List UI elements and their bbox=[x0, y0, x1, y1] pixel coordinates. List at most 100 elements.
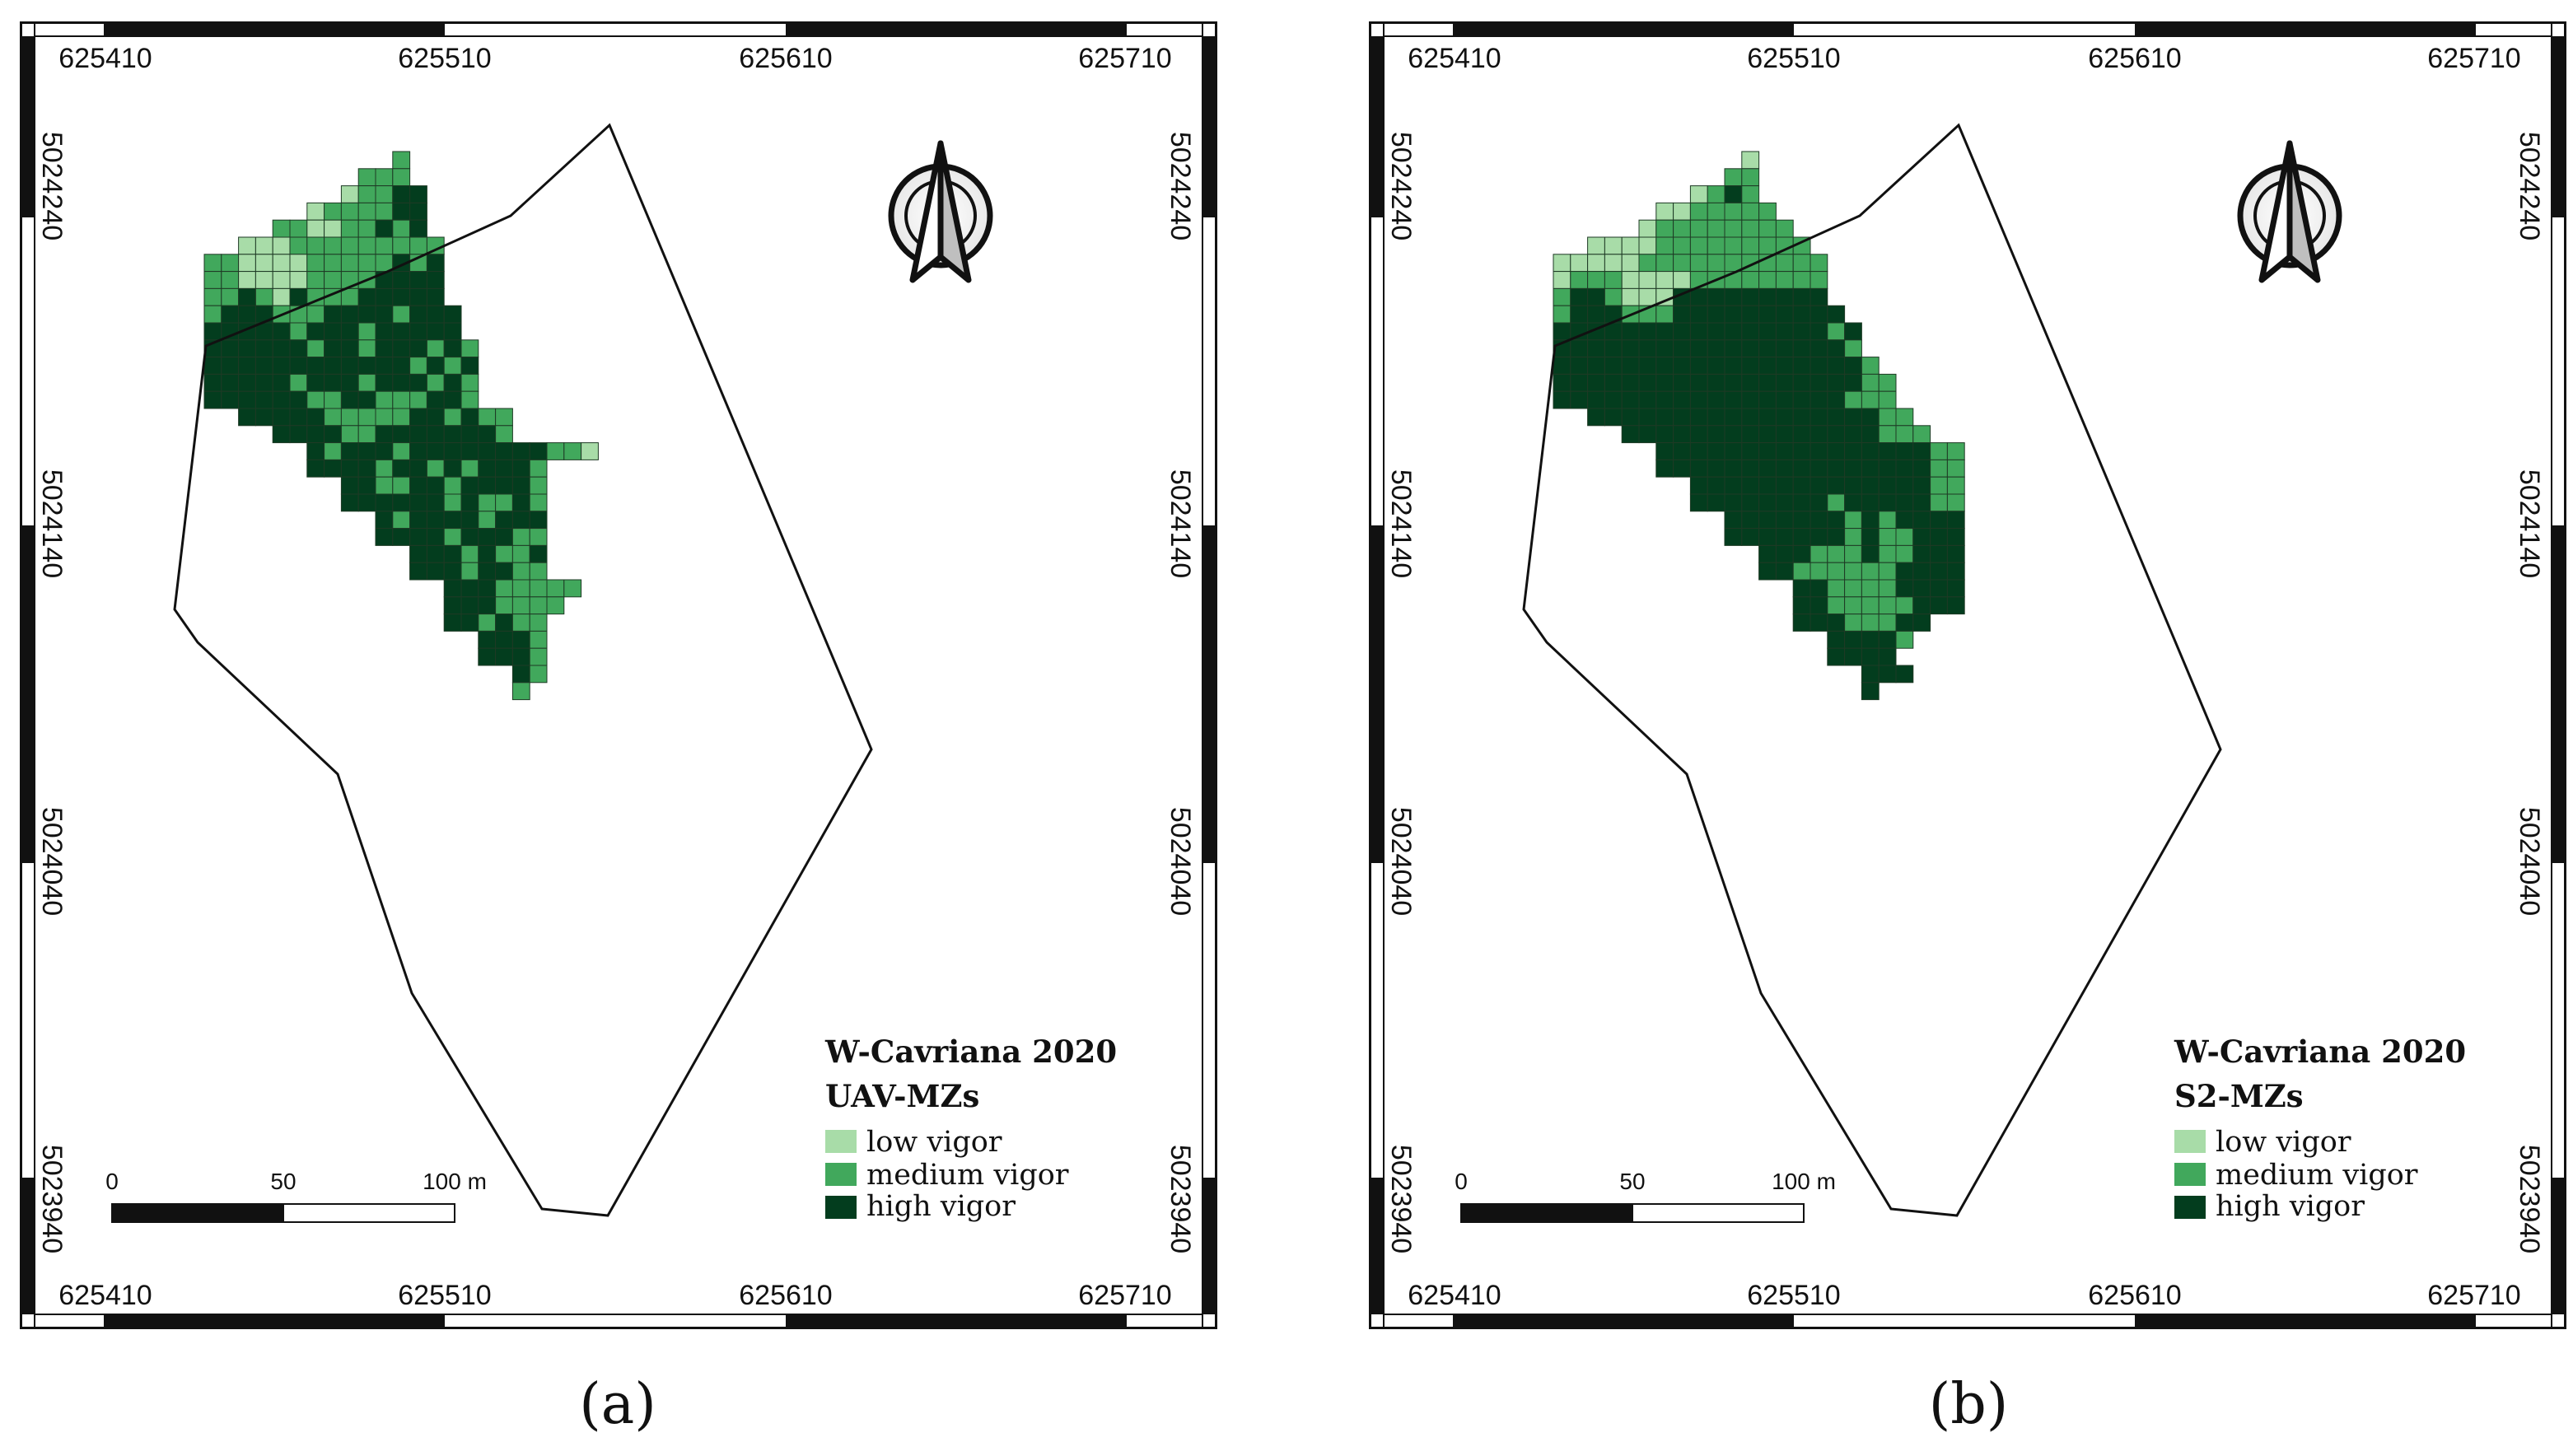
zone-cell-high bbox=[1689, 493, 1708, 512]
zone-cell-high bbox=[460, 408, 479, 427]
zone-cell-high bbox=[1673, 459, 1691, 478]
zone-cell-medium bbox=[1844, 339, 1862, 358]
zone-cell-medium bbox=[529, 630, 548, 649]
zone-cell-high bbox=[1792, 390, 1811, 409]
zone-cell-high bbox=[409, 425, 427, 444]
zone-cell-high bbox=[1689, 442, 1708, 460]
zone-cell-medium bbox=[1724, 168, 1743, 187]
zone-cell-high bbox=[1946, 562, 1965, 581]
zone-cell-medium bbox=[289, 236, 308, 255]
zone-cell-low bbox=[254, 254, 273, 273]
zone-cell-medium bbox=[443, 357, 462, 375]
zone-cell-high bbox=[1655, 425, 1674, 444]
zone-cell-high bbox=[324, 357, 342, 375]
zone-cell-high bbox=[1946, 579, 1965, 598]
zone-cell-medium bbox=[529, 562, 548, 581]
zone-cell-medium bbox=[1930, 459, 1948, 478]
y-tick-label: 5023940 bbox=[1165, 1145, 1196, 1253]
zone-cell-high bbox=[495, 647, 513, 666]
legend-label-high: high vigor bbox=[2216, 1190, 2365, 1223]
zone-cell-high bbox=[1638, 339, 1657, 358]
zone-cell-high bbox=[392, 287, 411, 306]
zone-cell-high bbox=[1810, 493, 1828, 512]
y-tick-label: 5024240 bbox=[36, 132, 68, 240]
zone-cell-medium bbox=[460, 339, 479, 358]
zone-cell-high bbox=[1792, 476, 1811, 495]
zone-cell-high bbox=[1844, 493, 1862, 512]
zone-cell-high bbox=[1861, 682, 1880, 701]
zone-cell-high bbox=[1741, 408, 1760, 427]
zone-cell-high bbox=[409, 287, 427, 306]
zone-cell-high bbox=[409, 511, 427, 530]
zone-cell-medium bbox=[324, 271, 342, 289]
zone-cell-low bbox=[1673, 202, 1691, 221]
zone-cell-high bbox=[324, 322, 342, 341]
map-frame bbox=[1369, 21, 2566, 1329]
zone-cell-medium bbox=[340, 254, 359, 273]
zone-cell-high bbox=[443, 322, 462, 341]
zone-cell-high bbox=[443, 425, 462, 444]
zone-cell-high bbox=[1758, 408, 1777, 427]
zone-cell-high bbox=[1861, 511, 1880, 530]
zone-cell-high bbox=[1707, 425, 1725, 444]
zone-cell-medium bbox=[306, 254, 325, 273]
zone-cell-medium bbox=[478, 408, 497, 427]
zone-cell-medium bbox=[1707, 219, 1725, 238]
zone-cell-high bbox=[1741, 390, 1760, 409]
zone-cell-high bbox=[495, 528, 513, 546]
y-tick-label: 5024240 bbox=[2514, 132, 2545, 240]
zone-cell-high bbox=[357, 357, 376, 375]
zone-cell-high bbox=[392, 271, 411, 289]
scale-bar: 0 50 100 m bbox=[105, 1169, 487, 1223]
zone-cell-high bbox=[1827, 511, 1846, 530]
zone-cell-medium bbox=[1827, 493, 1846, 512]
y-coordinate-labels-left: 5024240 5024140 5024040 5023940 bbox=[36, 132, 68, 1253]
zone-cell-high bbox=[1895, 614, 1914, 632]
zone-cell-low bbox=[324, 219, 342, 238]
x-tick-label: 625610 bbox=[2088, 1280, 2181, 1311]
zone-cell-medium bbox=[1741, 185, 1760, 203]
zone-cell-high bbox=[1673, 390, 1691, 409]
map-frame bbox=[20, 21, 1217, 1329]
zone-cell-high bbox=[1810, 287, 1828, 306]
zone-cell-medium bbox=[511, 562, 530, 581]
zone-cell-high bbox=[1878, 442, 1897, 460]
zone-cell-high bbox=[1895, 476, 1914, 495]
zone-cell-medium bbox=[375, 185, 394, 203]
x-coordinate-labels-bottom: 625410 625510 625610 625710 bbox=[58, 1280, 1171, 1311]
zone-cell-high bbox=[409, 544, 427, 563]
zone-cell-high bbox=[1673, 339, 1691, 358]
zone-cell-high bbox=[1724, 373, 1743, 392]
zone-cell-high bbox=[1895, 459, 1914, 478]
zone-cell-high bbox=[254, 408, 273, 427]
zone-cell-low bbox=[1638, 271, 1657, 289]
zone-cell-high bbox=[340, 357, 359, 375]
zone-cell-high bbox=[1810, 511, 1828, 530]
zone-cell-high bbox=[1844, 630, 1862, 649]
zone-cell-high bbox=[375, 528, 394, 546]
zone-cell-high bbox=[1810, 339, 1828, 358]
zone-cell-high bbox=[1930, 511, 1948, 530]
zone-cell-medium bbox=[1827, 562, 1846, 581]
zone-cell-high bbox=[1827, 630, 1846, 649]
zone-cell-high bbox=[357, 476, 376, 495]
y-tick-label: 5024040 bbox=[1385, 807, 1417, 916]
x-tick-label: 625710 bbox=[1078, 1280, 1171, 1311]
scale-bar: 0 50 100 m bbox=[1455, 1169, 1836, 1223]
zone-cell-high bbox=[1792, 425, 1811, 444]
zone-cell-medium bbox=[375, 390, 394, 409]
x-coordinate-labels-top: 625410 625510 625610 625710 bbox=[1408, 43, 2520, 74]
zone-cell-high bbox=[375, 305, 394, 324]
zone-cell-medium bbox=[460, 562, 479, 581]
zone-cell-medium bbox=[529, 493, 548, 512]
x-tick-label: 625510 bbox=[1747, 43, 1840, 74]
zone-cell-high bbox=[1792, 579, 1811, 598]
zone-cell-high bbox=[460, 476, 479, 495]
zone-cell-medium bbox=[460, 373, 479, 392]
zone-cell-low bbox=[1638, 219, 1657, 238]
zone-cell-medium bbox=[478, 493, 497, 512]
zone-cell-medium bbox=[1878, 528, 1897, 546]
zone-cell-medium bbox=[563, 579, 582, 598]
zone-cell-high bbox=[340, 476, 359, 495]
zone-cell-high bbox=[1844, 322, 1862, 341]
